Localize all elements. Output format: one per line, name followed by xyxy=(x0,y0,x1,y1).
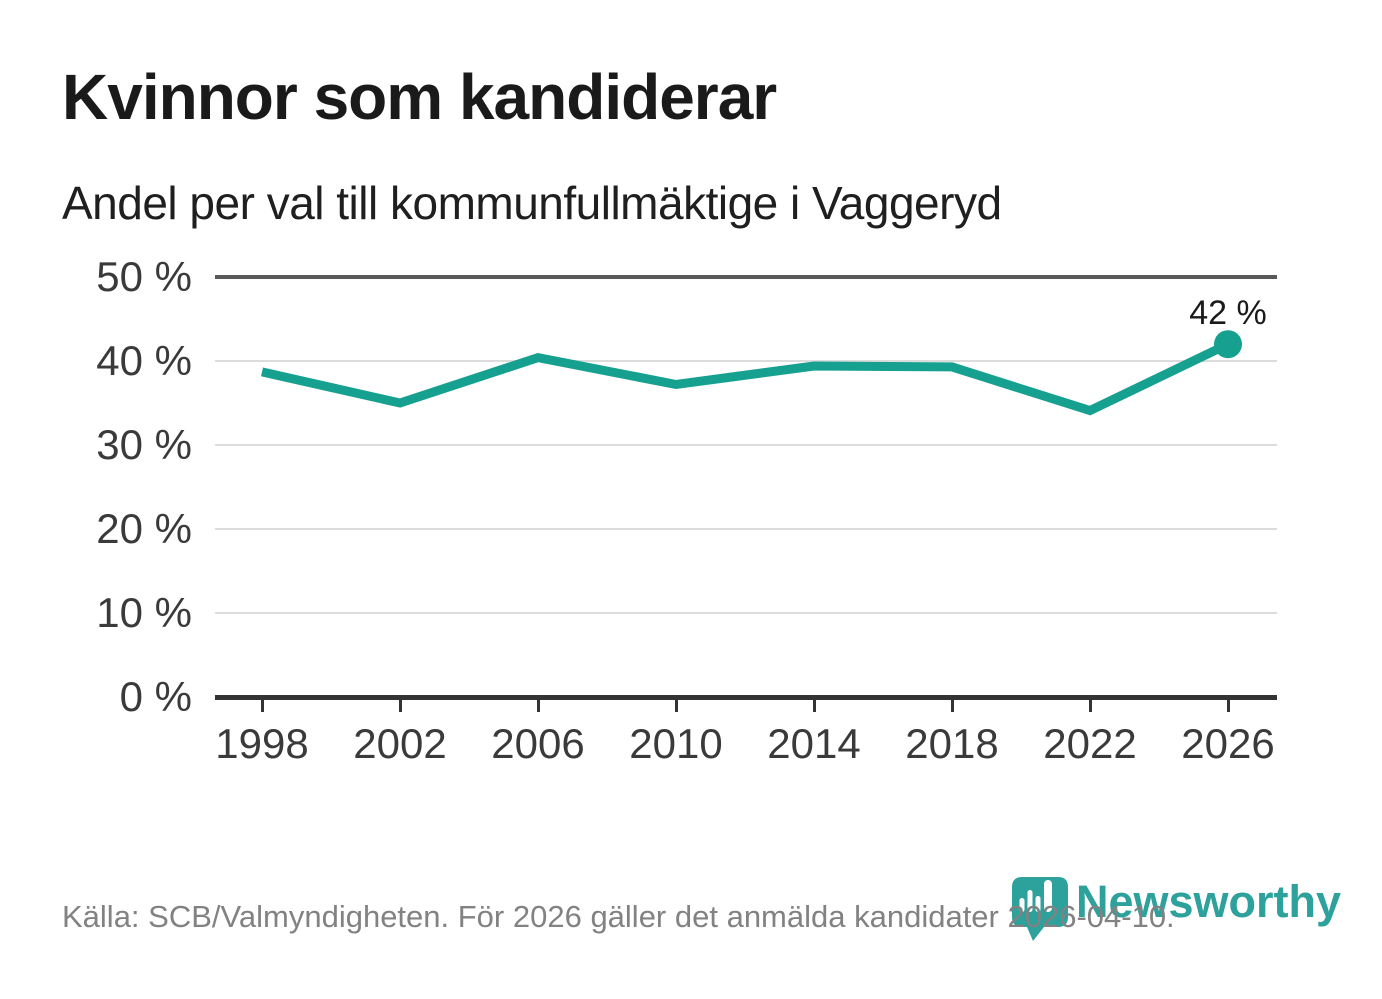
x-tick-mark xyxy=(675,699,678,712)
x-tick-label: 2018 xyxy=(905,720,999,767)
x-tick-label: 2010 xyxy=(629,720,723,767)
newsworthy-logo-icon xyxy=(1012,877,1070,948)
end-point-marker xyxy=(1214,330,1242,359)
y-tick-label: 40 % xyxy=(96,337,192,384)
end-point-label: 42 % xyxy=(1189,294,1267,332)
gridline xyxy=(215,612,1277,614)
x-tick-mark xyxy=(1227,699,1230,712)
x-tick-label: 2002 xyxy=(353,720,447,767)
x-tick-mark xyxy=(951,699,954,712)
x-tick-label: 1998 xyxy=(215,720,309,767)
x-tick-mark xyxy=(1089,699,1092,712)
gridline xyxy=(215,444,1277,446)
x-tick-mark xyxy=(813,699,816,712)
y-tick-label: 10 % xyxy=(96,589,192,636)
y-tick-label: 50 % xyxy=(96,253,192,300)
x-tick-label: 2014 xyxy=(767,720,861,767)
y-tick-label: 30 % xyxy=(96,421,192,468)
x-tick-label: 2006 xyxy=(491,720,585,767)
newsworthy-wordmark: Newsworthy xyxy=(1076,876,1342,927)
y-tick-label: 20 % xyxy=(96,505,192,552)
source-note: Källa: SCB/Valmyndigheten. För 2026 gäll… xyxy=(62,899,1175,934)
gridline xyxy=(215,360,1277,362)
y-tick-label: 0 % xyxy=(119,673,192,720)
data-line xyxy=(261,340,1230,416)
x-tick-label: 2022 xyxy=(1043,720,1137,767)
gridline xyxy=(215,275,1277,279)
gridline xyxy=(215,528,1277,530)
x-tick-label: 2026 xyxy=(1181,720,1275,767)
x-tick-mark xyxy=(537,699,540,712)
chart-subtitle: Andel per val till kommunfullmäktige i V… xyxy=(62,177,1002,229)
x-axis-line xyxy=(215,695,1277,700)
x-tick-mark xyxy=(261,699,264,712)
x-tick-mark xyxy=(399,699,402,712)
chart-title: Kvinnor som kandiderar xyxy=(62,61,777,133)
